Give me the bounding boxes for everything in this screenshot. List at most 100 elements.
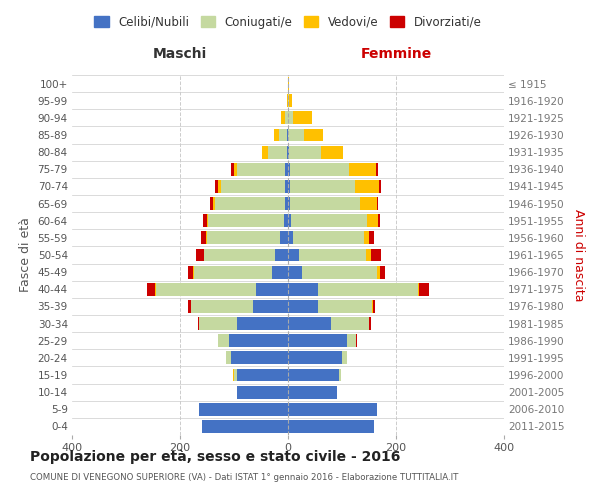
Text: COMUNE DI VENEGONO SUPERIORE (VA) - Dati ISTAT 1° gennaio 2016 - Elaborazione TU: COMUNE DI VENEGONO SUPERIORE (VA) - Dati… bbox=[30, 472, 458, 482]
Bar bbox=[369, 317, 371, 330]
Text: Popolazione per età, sesso e stato civile - 2016: Popolazione per età, sesso e stato civil… bbox=[30, 450, 400, 464]
Bar bbox=[215, 197, 285, 210]
Bar bbox=[218, 334, 229, 347]
Bar bbox=[199, 403, 288, 415]
Bar bbox=[236, 368, 288, 382]
Bar bbox=[331, 317, 369, 330]
Bar bbox=[218, 180, 221, 193]
Legend: Celibi/Nubili, Coniugati/e, Vedovi/e, Divorziati/e: Celibi/Nubili, Coniugati/e, Vedovi/e, Di… bbox=[89, 11, 487, 34]
Bar bbox=[253, 300, 288, 313]
Bar bbox=[156, 283, 256, 296]
Bar bbox=[288, 197, 290, 210]
Bar bbox=[302, 266, 377, 278]
Bar bbox=[304, 128, 323, 141]
Bar bbox=[226, 352, 232, 364]
Bar bbox=[288, 128, 304, 141]
Bar bbox=[288, 266, 302, 278]
Bar bbox=[291, 214, 367, 227]
Bar bbox=[275, 248, 288, 262]
Bar bbox=[371, 248, 382, 262]
Bar bbox=[232, 163, 234, 175]
Bar bbox=[288, 386, 337, 398]
Bar bbox=[293, 112, 312, 124]
Bar bbox=[236, 317, 288, 330]
Bar bbox=[286, 112, 288, 124]
Bar bbox=[288, 368, 340, 382]
Bar bbox=[213, 197, 215, 210]
Bar bbox=[256, 283, 288, 296]
Bar bbox=[380, 266, 385, 278]
Bar bbox=[208, 214, 284, 227]
Bar bbox=[188, 266, 193, 278]
Bar bbox=[318, 283, 418, 296]
Bar bbox=[288, 300, 318, 313]
Bar bbox=[369, 232, 374, 244]
Bar bbox=[289, 94, 292, 107]
Bar bbox=[236, 386, 288, 398]
Bar bbox=[289, 146, 322, 158]
Bar bbox=[281, 112, 286, 124]
Bar bbox=[290, 163, 349, 175]
Bar bbox=[229, 334, 288, 347]
Bar bbox=[207, 214, 208, 227]
Y-axis label: Anni di nascita: Anni di nascita bbox=[572, 209, 585, 301]
Bar bbox=[364, 232, 369, 244]
Bar bbox=[288, 112, 293, 124]
Bar bbox=[272, 266, 288, 278]
Bar bbox=[284, 214, 288, 227]
Bar bbox=[288, 146, 289, 158]
Bar bbox=[367, 214, 377, 227]
Bar bbox=[207, 232, 280, 244]
Bar bbox=[322, 146, 343, 158]
Bar bbox=[355, 180, 379, 193]
Bar bbox=[234, 368, 236, 382]
Bar bbox=[288, 163, 290, 175]
Bar bbox=[287, 146, 288, 158]
Text: Femmine: Femmine bbox=[361, 48, 431, 62]
Bar bbox=[355, 334, 356, 347]
Bar bbox=[237, 163, 286, 175]
Bar bbox=[318, 300, 372, 313]
Bar bbox=[288, 214, 291, 227]
Bar bbox=[349, 163, 376, 175]
Bar bbox=[191, 300, 253, 313]
Text: Maschi: Maschi bbox=[153, 48, 207, 62]
Bar bbox=[288, 248, 299, 262]
Bar bbox=[288, 334, 347, 347]
Bar bbox=[288, 352, 342, 364]
Bar bbox=[288, 77, 289, 90]
Bar bbox=[288, 232, 293, 244]
Bar bbox=[193, 266, 272, 278]
Bar bbox=[285, 197, 288, 210]
Bar bbox=[290, 180, 355, 193]
Bar bbox=[377, 197, 378, 210]
Bar bbox=[232, 352, 288, 364]
Bar bbox=[376, 163, 377, 175]
Bar bbox=[196, 248, 204, 262]
Bar bbox=[366, 248, 371, 262]
Bar bbox=[200, 232, 206, 244]
Bar bbox=[188, 300, 191, 313]
Bar bbox=[202, 420, 288, 433]
Bar bbox=[268, 146, 287, 158]
Bar bbox=[299, 248, 366, 262]
Bar bbox=[290, 197, 361, 210]
Bar bbox=[198, 317, 199, 330]
Y-axis label: Fasce di età: Fasce di età bbox=[19, 218, 32, 292]
Bar bbox=[286, 163, 288, 175]
Bar bbox=[288, 403, 377, 415]
Bar bbox=[234, 163, 236, 175]
Bar bbox=[288, 283, 318, 296]
Bar bbox=[274, 128, 280, 141]
Bar bbox=[288, 420, 374, 433]
Bar bbox=[206, 232, 207, 244]
Bar bbox=[418, 283, 419, 296]
Bar bbox=[288, 317, 331, 330]
Bar bbox=[377, 266, 380, 278]
Bar bbox=[287, 94, 288, 107]
Bar bbox=[293, 232, 364, 244]
Bar bbox=[215, 180, 218, 193]
Bar bbox=[286, 180, 288, 193]
Bar bbox=[199, 317, 236, 330]
Bar bbox=[347, 334, 355, 347]
